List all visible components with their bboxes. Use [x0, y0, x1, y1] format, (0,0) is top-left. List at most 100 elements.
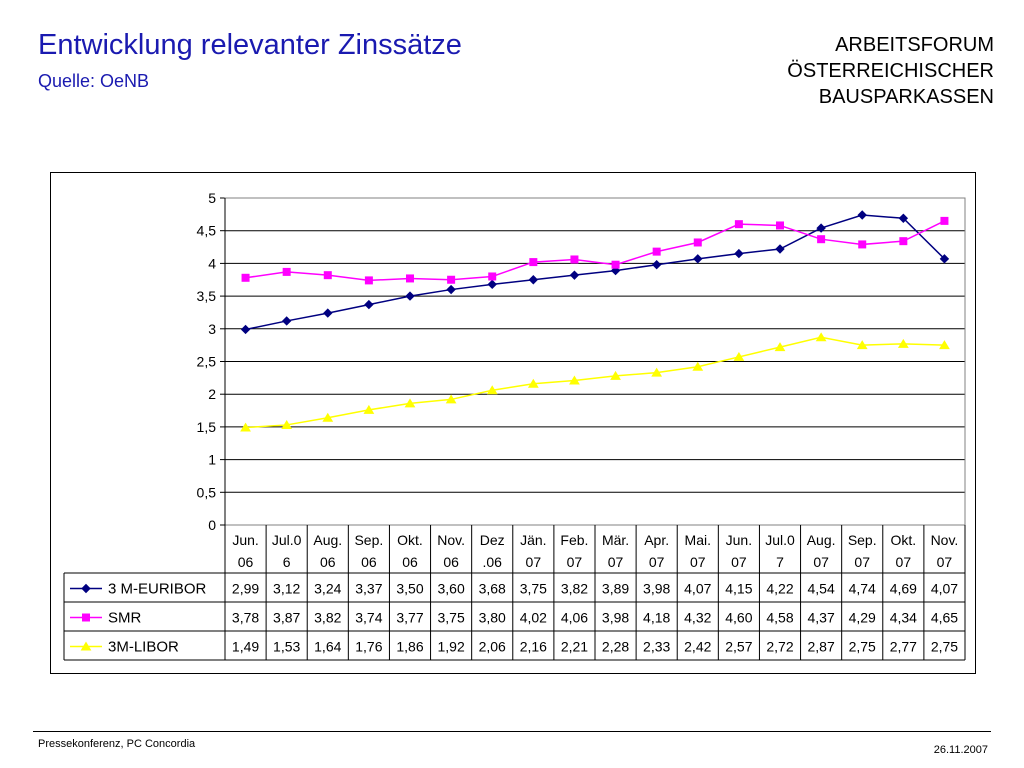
table-cell-value: 4,54	[807, 581, 834, 597]
data-point	[364, 299, 374, 310]
data-point	[652, 247, 661, 256]
y-tick-label: 0	[208, 517, 216, 533]
legend-label: 3 M-EURIBOR	[108, 581, 207, 598]
table-cell-value: 1,53	[273, 639, 300, 655]
table-cell-value: 4,69	[890, 581, 917, 597]
data-point	[651, 260, 662, 270]
data-point	[651, 367, 663, 377]
table-cell-value: 3,78	[232, 610, 259, 626]
table-cell-value: 4,34	[890, 610, 917, 626]
data-point	[817, 235, 826, 244]
organization-line: ÖSTERREICHISCHER	[787, 60, 994, 82]
x-category-label: 07	[854, 554, 870, 570]
table-cell-value: 3,37	[355, 581, 382, 597]
page-subtitle: Quelle: OeNB	[38, 71, 150, 91]
legend-marker	[80, 641, 92, 651]
table-cell-value: 3,98	[602, 610, 629, 626]
table-cell-value: 2,87	[807, 639, 834, 655]
table-cell-value: 3,75	[437, 610, 464, 626]
table-cell-value: 4,60	[725, 610, 752, 626]
table-cell-value: 3,87	[273, 610, 300, 626]
x-category-label: Sep.	[354, 532, 383, 548]
x-category-label: 06	[361, 554, 377, 570]
x-category-label: Jän.	[520, 532, 546, 548]
x-category-label: 06	[320, 554, 336, 570]
footer-divider	[33, 731, 991, 732]
y-tick-label: 0,5	[197, 484, 217, 500]
x-category-label: 06	[402, 554, 418, 570]
table-cell-value: 4,74	[849, 581, 876, 597]
x-category-label: Nov.	[931, 532, 959, 548]
data-point	[487, 279, 497, 290]
data-point	[774, 342, 786, 352]
data-point	[529, 258, 538, 267]
table-cell-value: 3,24	[314, 581, 341, 597]
y-tick-label: 3	[208, 321, 216, 337]
x-category-label: Apr.	[644, 532, 669, 548]
chart-frame: 0 0,5 1 1,5 2 2,5 3 3,5 4 4,5 5 Jun. 06 Jul.0 6 Aug. 06 S…	[50, 172, 976, 674]
data-point	[406, 274, 414, 283]
table-cell-value: 4,07	[931, 581, 958, 597]
table-cell-value: 2,42	[684, 639, 711, 655]
data-point	[446, 284, 456, 295]
data-point	[858, 240, 867, 249]
table-cell-value: 2,72	[766, 639, 793, 655]
data-point	[527, 378, 539, 388]
x-category-label: Jul.0	[765, 532, 795, 548]
legend-label: SMR	[108, 610, 142, 627]
data-point	[364, 276, 373, 285]
data-point	[447, 275, 456, 284]
table-cell-value: 3,77	[396, 610, 423, 626]
x-category-label: Okt.	[397, 532, 423, 548]
table-cell-value: 2,16	[520, 639, 547, 655]
data-point	[898, 213, 909, 223]
organization-line: ARBEITSFORUM	[835, 34, 994, 56]
x-category-label: 06	[238, 554, 254, 570]
table-cell-value: 1,76	[355, 639, 382, 655]
x-category-label: 07	[649, 554, 665, 570]
data-point	[815, 332, 827, 342]
x-category-label: Jun.	[726, 532, 752, 548]
x-category-label: Okt.	[890, 532, 916, 548]
x-category-label: 06	[443, 554, 459, 570]
table-cell-value: 2,77	[890, 639, 917, 655]
table-cell-value: 1,92	[437, 639, 464, 655]
table-cell-value: 3,82	[561, 581, 588, 597]
data-point	[776, 221, 784, 230]
table-cell-value: 3,60	[437, 581, 464, 597]
y-tick-label: 2	[208, 386, 216, 402]
table-cell-value: 2,75	[849, 639, 876, 655]
data-point	[405, 291, 415, 301]
table-cell-value: 2,06	[479, 639, 506, 655]
table-cell-value: 1,64	[314, 639, 341, 655]
data-point	[240, 422, 251, 432]
x-category-label: Mär.	[602, 532, 629, 548]
table-cell-value: 4,32	[684, 610, 711, 626]
x-category-label: Nov.	[437, 532, 465, 548]
table-cell-value: 4,22	[766, 581, 793, 597]
x-category-label: Aug.	[807, 532, 836, 548]
data-point	[240, 324, 251, 335]
table-cell-value: 2,75	[931, 639, 958, 655]
data-point	[939, 254, 950, 264]
line-chart: 0 0,5 1 1,5 2 2,5 3 3,5 4 4,5 5 Jun. 06 Jul.0 6 Aug. 06 S…	[63, 190, 966, 661]
table-cell-value: 3,68	[479, 581, 506, 597]
y-tick-label: 5	[208, 190, 216, 206]
table-cell-value: 4,02	[520, 610, 547, 626]
page-title: Entwicklung relevanter Zinssätze	[38, 29, 462, 61]
x-category-label: .06	[482, 554, 502, 570]
x-category-label: 07	[608, 554, 624, 570]
organization-line: BAUSPARKASSEN	[818, 86, 994, 108]
data-point	[816, 223, 826, 233]
table-cell-value: 3,89	[602, 581, 629, 597]
table-cell-value: 3,82	[314, 610, 341, 626]
data-point	[775, 244, 785, 254]
data-point	[569, 270, 580, 280]
table-cell-value: 2,33	[643, 639, 670, 655]
data-point	[323, 271, 332, 280]
table-cell-value: 4,65	[931, 610, 958, 626]
data-point	[323, 308, 333, 318]
data-point	[404, 398, 416, 408]
legend-label: 3M-LIBOR	[108, 639, 179, 656]
data-point	[488, 272, 497, 281]
